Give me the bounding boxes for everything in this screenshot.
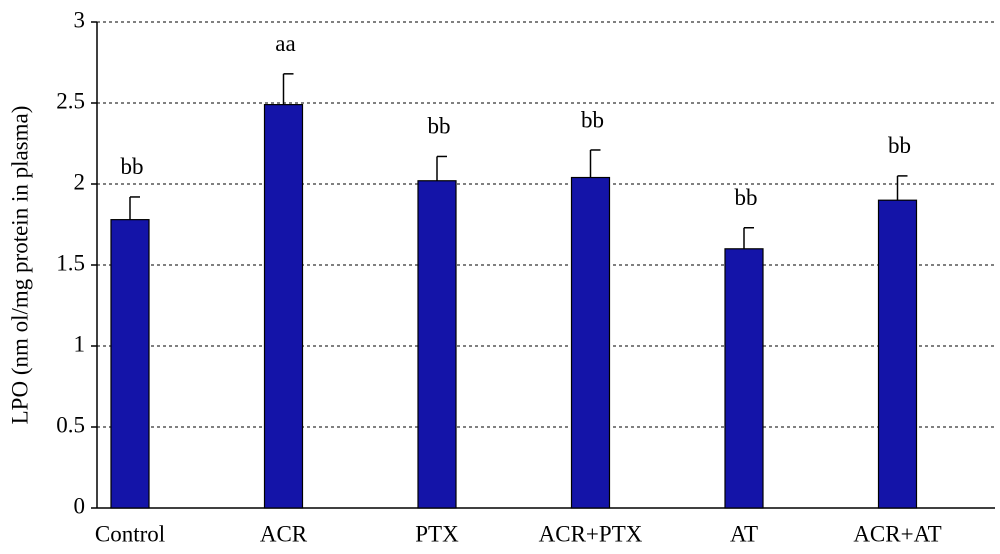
- y-tick-label: 1: [74, 331, 86, 356]
- x-tick-label: ACR+PTX: [539, 521, 643, 546]
- y-tick-label: 1.5: [56, 250, 85, 275]
- bar: [724, 248, 764, 509]
- x-tick-label: Control: [95, 521, 165, 546]
- bar: [570, 176, 611, 509]
- y-tick-label: 0: [74, 493, 86, 518]
- y-tick-label: 0.5: [56, 412, 85, 437]
- bar: [877, 199, 918, 509]
- annotation: bb: [121, 154, 144, 179]
- annotation: bb: [581, 107, 604, 132]
- annotation: bb: [735, 185, 758, 210]
- bar: [263, 104, 304, 509]
- bar: [417, 180, 457, 509]
- y-tick-label: 2: [74, 169, 86, 194]
- annotation: aa: [275, 31, 295, 56]
- bar: [110, 219, 150, 509]
- x-tick-label: PTX: [415, 521, 459, 546]
- y-tick-label: 3: [74, 7, 86, 32]
- x-tick-label: AT: [730, 521, 758, 546]
- y-axis-label: LPO (nm ol/mg protein in plasma): [7, 106, 32, 425]
- annotation: bb: [888, 133, 911, 158]
- annotation: bb: [428, 114, 451, 139]
- x-tick-label: ACR: [260, 521, 308, 546]
- x-tick-label: ACR+AT: [853, 521, 941, 546]
- y-tick-label: 2.5: [56, 88, 85, 113]
